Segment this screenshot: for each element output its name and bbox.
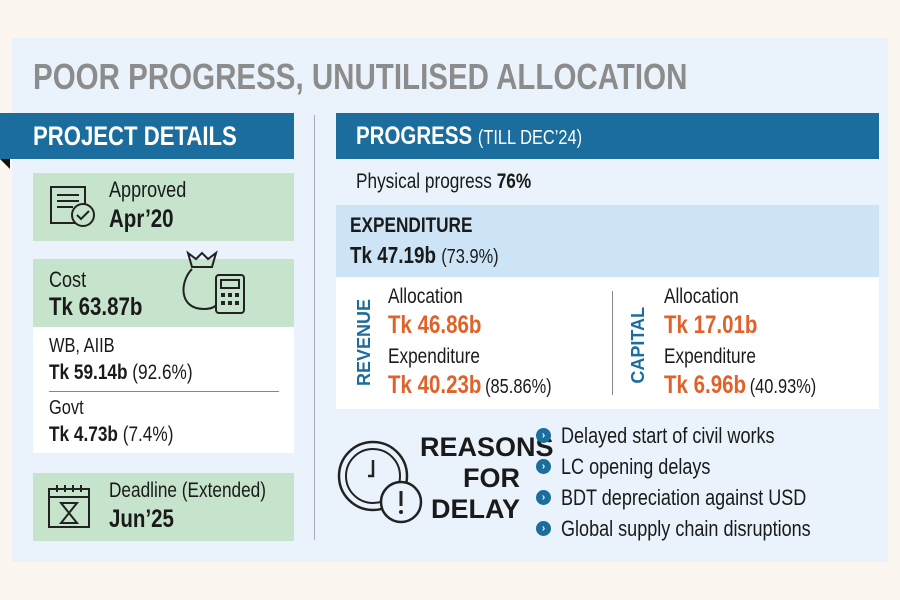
revenue-label: REVENUE [354, 299, 374, 387]
divider [612, 291, 613, 395]
expenditure-share: (73.9%) [441, 246, 499, 268]
chevron-bullet-icon: › [536, 428, 551, 443]
column-divider [314, 115, 315, 540]
wb-aiib-label: WB, AIIB [49, 335, 115, 357]
deadline-value: Jun’25 [109, 505, 174, 533]
govt-value: Tk 4.73b [49, 423, 118, 446]
expenditure-value: Tk 47.19b [350, 242, 436, 268]
reasons-heading-line: REASONS [420, 432, 554, 462]
clock-warning-icon [337, 440, 423, 524]
revenue-expenditure-share: (85.86%) [485, 376, 552, 398]
deadline-box: Deadline (Extended) Jun’25 [33, 473, 294, 541]
chevron-bullet-icon: › [536, 521, 551, 536]
revenue-expenditure-label: Expenditure [388, 345, 480, 368]
reason-text: Delayed start of civil works [561, 422, 775, 448]
physical-progress-value: 76% [496, 170, 532, 193]
physical-progress-label: Physical progress [356, 170, 492, 193]
progress-subtitle: (TILL DEC’24) [477, 127, 583, 149]
wb-aiib-value: Tk 59.14b [49, 361, 128, 384]
project-details-header: PROJECT DETAILS [0, 113, 294, 159]
calendar-hourglass-icon [48, 485, 90, 528]
deadline-label: Deadline (Extended) [109, 479, 266, 502]
ribbon-fold [0, 159, 10, 169]
cost-label: Cost [49, 267, 87, 292]
reasons-heading-line: FOR [463, 463, 520, 493]
list-item: › LC opening delays [536, 451, 866, 482]
revenue-expenditure-value: Tk 40.23b [388, 371, 482, 399]
money-bag-calculator-icon [182, 250, 245, 314]
chevron-bullet-icon: › [536, 459, 551, 474]
govt-label: Govt [49, 397, 84, 419]
funding-breakdown: WB, AIIB Tk 59.14b (92.6%) Govt Tk 4.73b… [33, 327, 294, 453]
approved-value: Apr’20 [109, 205, 174, 233]
cost-value: Tk 63.87b [49, 293, 143, 321]
capital-expenditure-value: Tk 6.96b [664, 371, 747, 399]
capital-label: CAPITAL [628, 307, 648, 384]
govt-share: (7.4%) [122, 423, 174, 446]
cost-box: Cost Tk 63.87b [33, 250, 294, 327]
capital-expenditure-label: Expenditure [664, 345, 756, 368]
divider [49, 391, 279, 392]
capital-allocation-value: Tk 17.01b [664, 311, 758, 339]
physical-progress: Physical progress 76% [356, 170, 570, 194]
revenue-allocation-value: Tk 46.86b [388, 311, 482, 339]
progress-title: PROGRESS [356, 122, 473, 150]
reason-text: LC opening delays [561, 453, 711, 479]
reason-text: BDT depreciation against USD [561, 484, 807, 510]
progress-header: PROGRESS (TILL DEC’24) [336, 113, 879, 159]
reasons-heading-line: DELAY [430, 494, 520, 524]
revenue-capital-box: REVENUE Allocation Tk 46.86b Expenditure… [336, 277, 879, 409]
approved-box: Approved Apr’20 [33, 173, 294, 241]
chevron-bullet-icon: › [536, 490, 551, 505]
reasons-heading: REASONS FOR DELAY [420, 432, 554, 525]
list-item: › Global supply chain disruptions [536, 513, 866, 544]
wb-aiib-share: (92.6%) [132, 361, 193, 384]
page-title: POOR PROGRESS, UNUTILISED ALLOCATION [33, 56, 688, 97]
document-check-icon [50, 186, 95, 227]
expenditure-label: EXPENDITURE [350, 214, 473, 237]
list-item: › Delayed start of civil works [536, 420, 866, 451]
capital-expenditure-share: (40.93%) [749, 376, 817, 398]
reason-text: Global supply chain disruptions [561, 515, 811, 541]
revenue-allocation-label: Allocation [388, 285, 463, 308]
reasons-list: › Delayed start of civil works › LC openin… [536, 420, 866, 544]
expenditure-box: EXPENDITURE Tk 47.19b (73.9%) [336, 205, 879, 277]
capital-allocation-label: Allocation [664, 285, 739, 308]
approved-label: Approved [109, 177, 187, 202]
list-item: › BDT depreciation against USD [536, 482, 866, 513]
